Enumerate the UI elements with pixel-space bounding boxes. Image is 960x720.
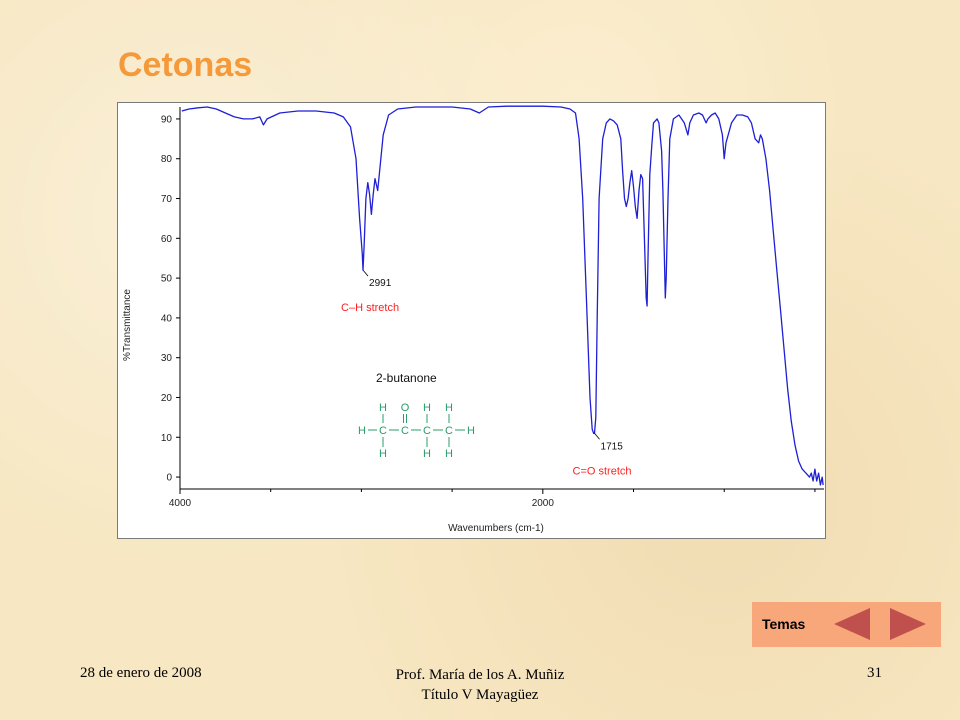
triangle-right-icon[interactable]: [888, 606, 928, 642]
peak-leader: [362, 269, 369, 277]
atom-label: H: [423, 448, 431, 460]
atom-label: H: [445, 402, 453, 414]
peak-description-label: C–H stretch: [341, 302, 399, 314]
ir-spectrum-chart: %Transmittance Wavenumbers (cm-1) 2-buta…: [117, 102, 826, 539]
footer-author: Prof. María de los A. Muñiz Título V May…: [330, 665, 630, 705]
atom-label: C: [379, 425, 387, 437]
atom-label: H: [423, 402, 431, 414]
y-tick-label: 10: [161, 433, 173, 444]
y-tick-label: 80: [161, 154, 173, 165]
y-tick-label: 0: [166, 473, 172, 484]
footer-author-program: Título V Mayagüez: [421, 687, 539, 703]
x-tick-label: 4000: [169, 498, 192, 509]
x-tick-label: 2000: [532, 498, 555, 509]
footer-date: 28 de enero de 2008: [80, 665, 202, 681]
atom-label: C: [401, 425, 409, 437]
nav-panel: Temas: [752, 602, 941, 647]
y-axis-label: %Transmittance: [122, 289, 133, 361]
spectrum-line: [181, 105, 824, 486]
page-number: 31: [867, 665, 882, 681]
temas-link[interactable]: Temas: [762, 616, 806, 632]
slide-title: Cetonas: [118, 46, 253, 84]
atom-label: H: [379, 448, 387, 460]
footer-author-name: Prof. María de los A. Muñiz: [395, 667, 565, 683]
x-axis-label: Wavenumbers (cm-1): [448, 523, 544, 534]
y-tick-label: 60: [161, 234, 173, 245]
compound-name: 2-butanone: [376, 371, 437, 385]
atom-label: C: [423, 425, 431, 437]
y-tick-label: 90: [161, 114, 173, 125]
y-tick-label: 50: [161, 274, 173, 285]
chart-canvas: %Transmittance Wavenumbers (cm-1) 2-buta…: [122, 105, 824, 534]
peak-description-label: C=O stretch: [573, 465, 632, 477]
atom-label: H: [467, 425, 475, 437]
peak-wavenumber-label: 2991: [369, 278, 392, 289]
triangle-left-icon[interactable]: [832, 606, 872, 642]
atom-label: H: [379, 402, 387, 414]
molecule-structure: H O H H H C C C C H H H H: [358, 402, 475, 460]
peak-wavenumber-label: 1715: [601, 441, 624, 452]
atom-label: H: [445, 448, 453, 460]
y-tick-label: 20: [161, 393, 173, 404]
atom-label: H: [358, 425, 366, 437]
peak-leader: [594, 433, 600, 440]
y-tick-label: 40: [161, 313, 173, 324]
y-tick-label: 30: [161, 353, 173, 364]
atom-label: O: [401, 402, 410, 414]
atom-label: C: [445, 425, 453, 437]
y-tick-label: 70: [161, 194, 173, 205]
